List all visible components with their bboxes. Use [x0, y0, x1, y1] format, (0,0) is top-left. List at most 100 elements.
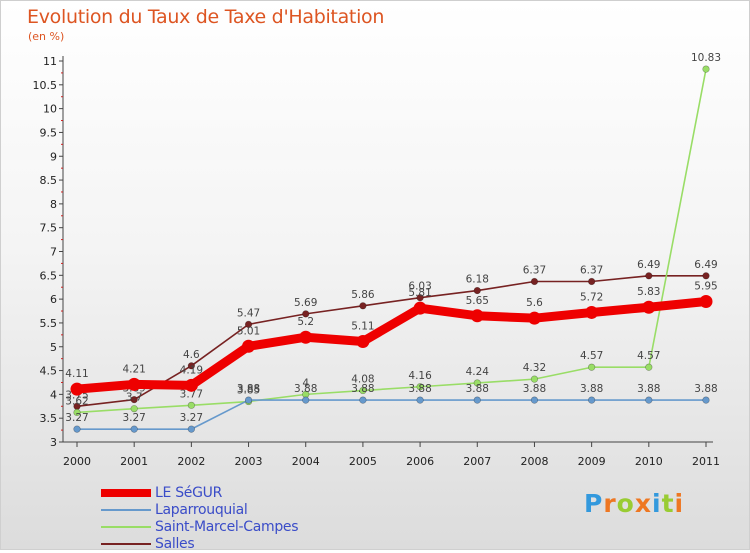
data-point: [642, 300, 656, 314]
data-label: 5.69: [294, 297, 317, 309]
series-line-2: [76, 68, 707, 414]
brand-letter: r: [603, 489, 617, 518]
data-label: 3.88: [466, 383, 489, 395]
brand-letter: x: [634, 489, 652, 518]
data-label: 4.57: [580, 350, 603, 362]
data-label: 5.72: [580, 291, 603, 303]
x-tick-label: 2010: [635, 455, 663, 468]
data-point: [130, 425, 138, 433]
data-label: 5.65: [466, 295, 489, 307]
data-point: [413, 301, 427, 315]
data-point: [359, 386, 367, 395]
data-label: 3.88: [523, 383, 546, 395]
series-line-0: [72, 297, 711, 394]
y-tick-label: 8.5: [40, 174, 58, 187]
data-point: [645, 396, 653, 404]
data-label: 5.86: [351, 289, 375, 301]
data-point: [473, 379, 481, 387]
data-point: [588, 277, 596, 286]
series-line-1: [76, 399, 707, 430]
data-label: 3.27: [180, 412, 203, 424]
y-tick-label: 6: [50, 293, 57, 306]
y-tick-label: 9.5: [40, 126, 58, 139]
data-point: [645, 272, 653, 280]
data-point: [184, 378, 198, 392]
data-label: 5.2: [297, 316, 314, 328]
data-point: [473, 396, 481, 404]
data-point: [130, 396, 138, 404]
data-label: 5.95: [694, 281, 717, 293]
data-label: 4.16: [408, 370, 432, 382]
x-tick-label: 2004: [292, 455, 320, 468]
y-tick-label: 10.5: [33, 79, 58, 92]
data-label: 6.18: [466, 274, 489, 286]
data-label: 4: [302, 377, 309, 389]
data-point: [242, 339, 256, 353]
data-point: [244, 396, 253, 404]
brand-letter: P: [584, 489, 604, 518]
data-label: 5.83: [637, 286, 660, 298]
data-label: 5.47: [237, 307, 260, 319]
y-tick-label: 11: [43, 55, 57, 68]
data-label: 4.08: [351, 374, 374, 386]
data-point: [702, 65, 710, 73]
y-tick-label: 7.5: [40, 222, 58, 235]
data-point: [70, 382, 84, 396]
data-label: 5.11: [351, 321, 374, 333]
legend-label: Saint-Marcel-Campes: [155, 519, 299, 535]
y-tick-label: 10: [43, 103, 57, 116]
legend-swatch: [101, 509, 151, 511]
data-point: [244, 320, 253, 328]
data-label: 3.88: [237, 383, 260, 395]
brand-letter: t: [661, 489, 675, 518]
data-point: [530, 375, 539, 383]
data-label: 3.27: [65, 412, 88, 424]
y-tick-label: 3.5: [40, 412, 58, 425]
legend-label: LE SéGUR: [155, 485, 223, 501]
x-tick-label: 2001: [120, 455, 148, 468]
data-point: [473, 286, 481, 295]
data-label: 4.32: [523, 362, 546, 374]
data-label: 3.88: [408, 383, 431, 395]
data-label: 3.77: [180, 388, 203, 400]
brand-logo: Proxiti: [584, 489, 684, 518]
y-tick-label: 7: [50, 246, 57, 259]
data-label: 3.27: [122, 412, 145, 424]
data-label: 4.19: [180, 364, 203, 376]
y-tick-label: 3: [50, 436, 57, 449]
data-point: [187, 362, 195, 370]
data-label: 6.49: [637, 259, 660, 271]
x-tick-label: 2006: [406, 455, 434, 468]
data-label: 3.88: [637, 383, 660, 395]
data-label: 4.11: [65, 368, 88, 380]
data-label: 5.81: [408, 287, 431, 299]
data-label: 6.37: [523, 265, 546, 277]
data-point: [187, 401, 195, 409]
data-point: [356, 335, 370, 349]
x-tick-label: 2011: [692, 455, 720, 468]
chart-subtitle: (en %): [28, 30, 65, 43]
data-label: 4.6: [183, 349, 200, 361]
data-point: [73, 408, 81, 417]
y-tick-label: 5.5: [40, 317, 58, 330]
data-label: 3.88: [580, 383, 603, 395]
data-point: [530, 277, 539, 286]
data-point: [702, 396, 710, 404]
legend-swatch: [101, 543, 151, 545]
x-tick-label: 2007: [463, 455, 491, 468]
x-tick-label: 2000: [63, 455, 91, 468]
data-point: [302, 396, 310, 404]
data-label: 4.57: [637, 350, 660, 362]
y-tick-label: 5: [50, 341, 57, 354]
legend-swatch: [101, 489, 151, 497]
data-label: 4.24: [466, 366, 490, 378]
data-label: 3.88: [694, 383, 717, 395]
data-label: 6.03: [408, 281, 431, 293]
data-point: [530, 396, 539, 404]
x-tick-label: 2002: [177, 455, 205, 468]
y-tick-label: 4: [50, 388, 57, 401]
brand-letter: i: [674, 489, 685, 518]
data-point: [359, 302, 367, 310]
